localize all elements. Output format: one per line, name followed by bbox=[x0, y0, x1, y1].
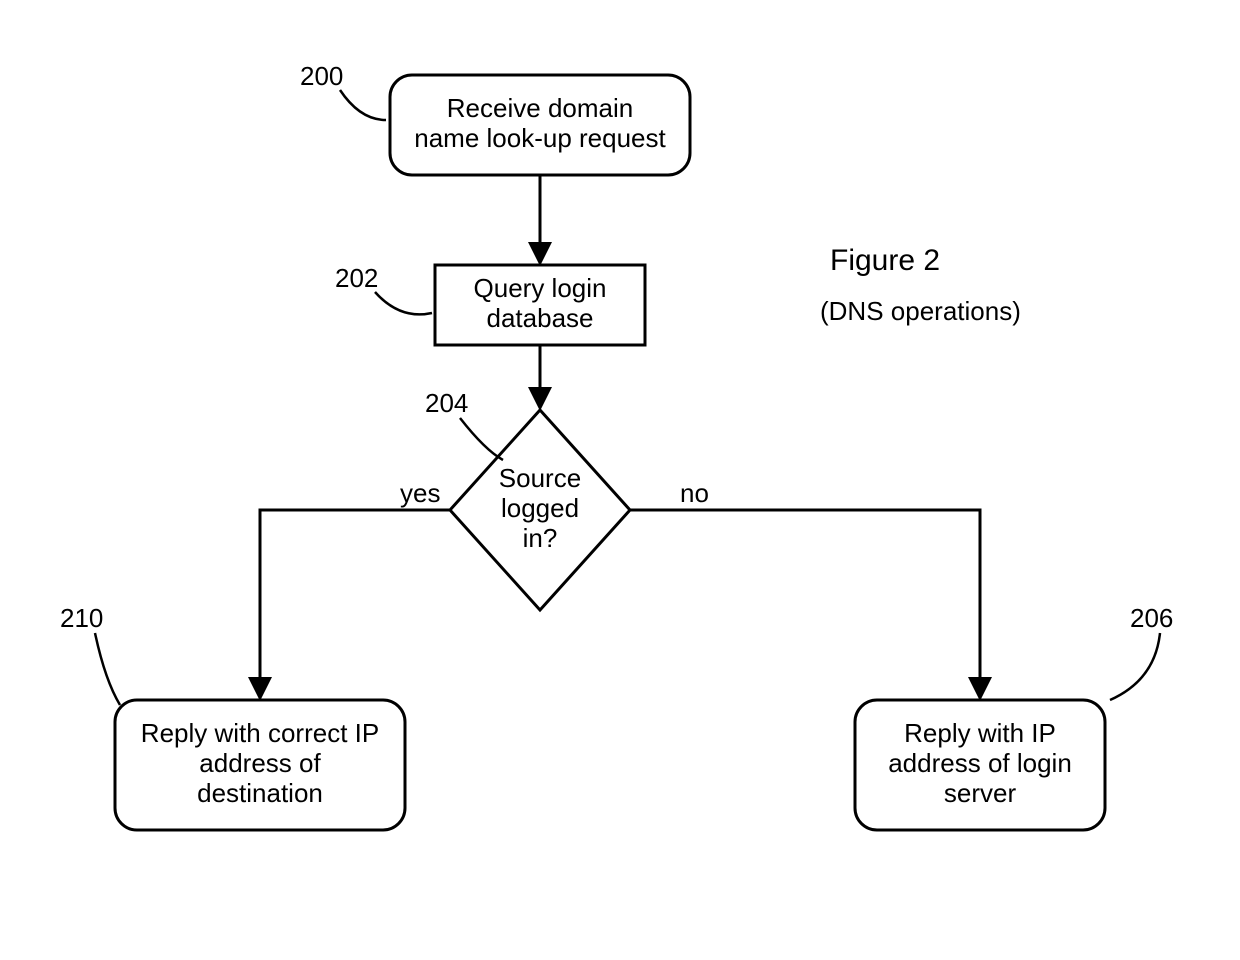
node-204: Sourceloggedin? bbox=[450, 410, 630, 610]
node-text-line: database bbox=[487, 303, 594, 333]
figure-title: Figure 2 bbox=[830, 244, 940, 277]
ref-pointer bbox=[340, 90, 386, 120]
node-200: Receive domainname look-up request bbox=[390, 75, 690, 175]
node-text-line: address of login bbox=[888, 748, 1072, 778]
flowchart-canvas: Receive domainname look-up request Query … bbox=[0, 0, 1240, 960]
node-text-line: Reply with IP bbox=[904, 718, 1056, 748]
edge-204-206 bbox=[630, 510, 980, 695]
figure-subtitle: (DNS operations) bbox=[820, 296, 1021, 326]
node-text-line: Source bbox=[499, 463, 581, 493]
nodes-layer: Receive domainname look-up request Query … bbox=[115, 75, 1105, 830]
node-210: Reply with correct IPaddress ofdestinati… bbox=[115, 700, 405, 830]
node-text-line: address of bbox=[199, 748, 321, 778]
node-text-line: logged bbox=[501, 493, 579, 523]
node-text-line: Receive domain bbox=[447, 93, 633, 123]
ref-pointer bbox=[95, 633, 120, 705]
node-text-line: server bbox=[944, 778, 1017, 808]
node-text-line: in? bbox=[523, 523, 558, 553]
edge-label: yes bbox=[400, 478, 440, 508]
ref-label: 200 bbox=[300, 61, 343, 91]
node-text-line: name look-up request bbox=[414, 123, 666, 153]
node-text-line: destination bbox=[197, 778, 323, 808]
edge-204-210 bbox=[260, 510, 450, 695]
ref-label: 202 bbox=[335, 263, 378, 293]
node-text: Receive domainname look-up request bbox=[414, 93, 666, 153]
node-206: Reply with IPaddress of loginserver bbox=[855, 700, 1105, 830]
node-text: Query logindatabase bbox=[474, 273, 607, 333]
ref-label: 204 bbox=[425, 388, 468, 418]
ref-pointer bbox=[1110, 633, 1160, 700]
ref-label: 210 bbox=[60, 603, 103, 633]
ref-label: 206 bbox=[1130, 603, 1173, 633]
node-202: Query logindatabase bbox=[435, 265, 645, 345]
edge-label: no bbox=[680, 478, 709, 508]
node-text-line: Reply with correct IP bbox=[141, 718, 379, 748]
node-text-line: Query login bbox=[474, 273, 607, 303]
ref-pointer bbox=[375, 292, 432, 314]
ref-pointer bbox=[460, 418, 503, 460]
